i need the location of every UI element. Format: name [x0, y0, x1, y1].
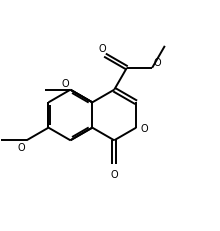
Text: O: O [62, 79, 69, 88]
Text: O: O [140, 123, 148, 133]
Text: O: O [153, 58, 161, 67]
Text: O: O [99, 44, 106, 54]
Text: O: O [18, 143, 26, 152]
Text: O: O [110, 170, 118, 179]
